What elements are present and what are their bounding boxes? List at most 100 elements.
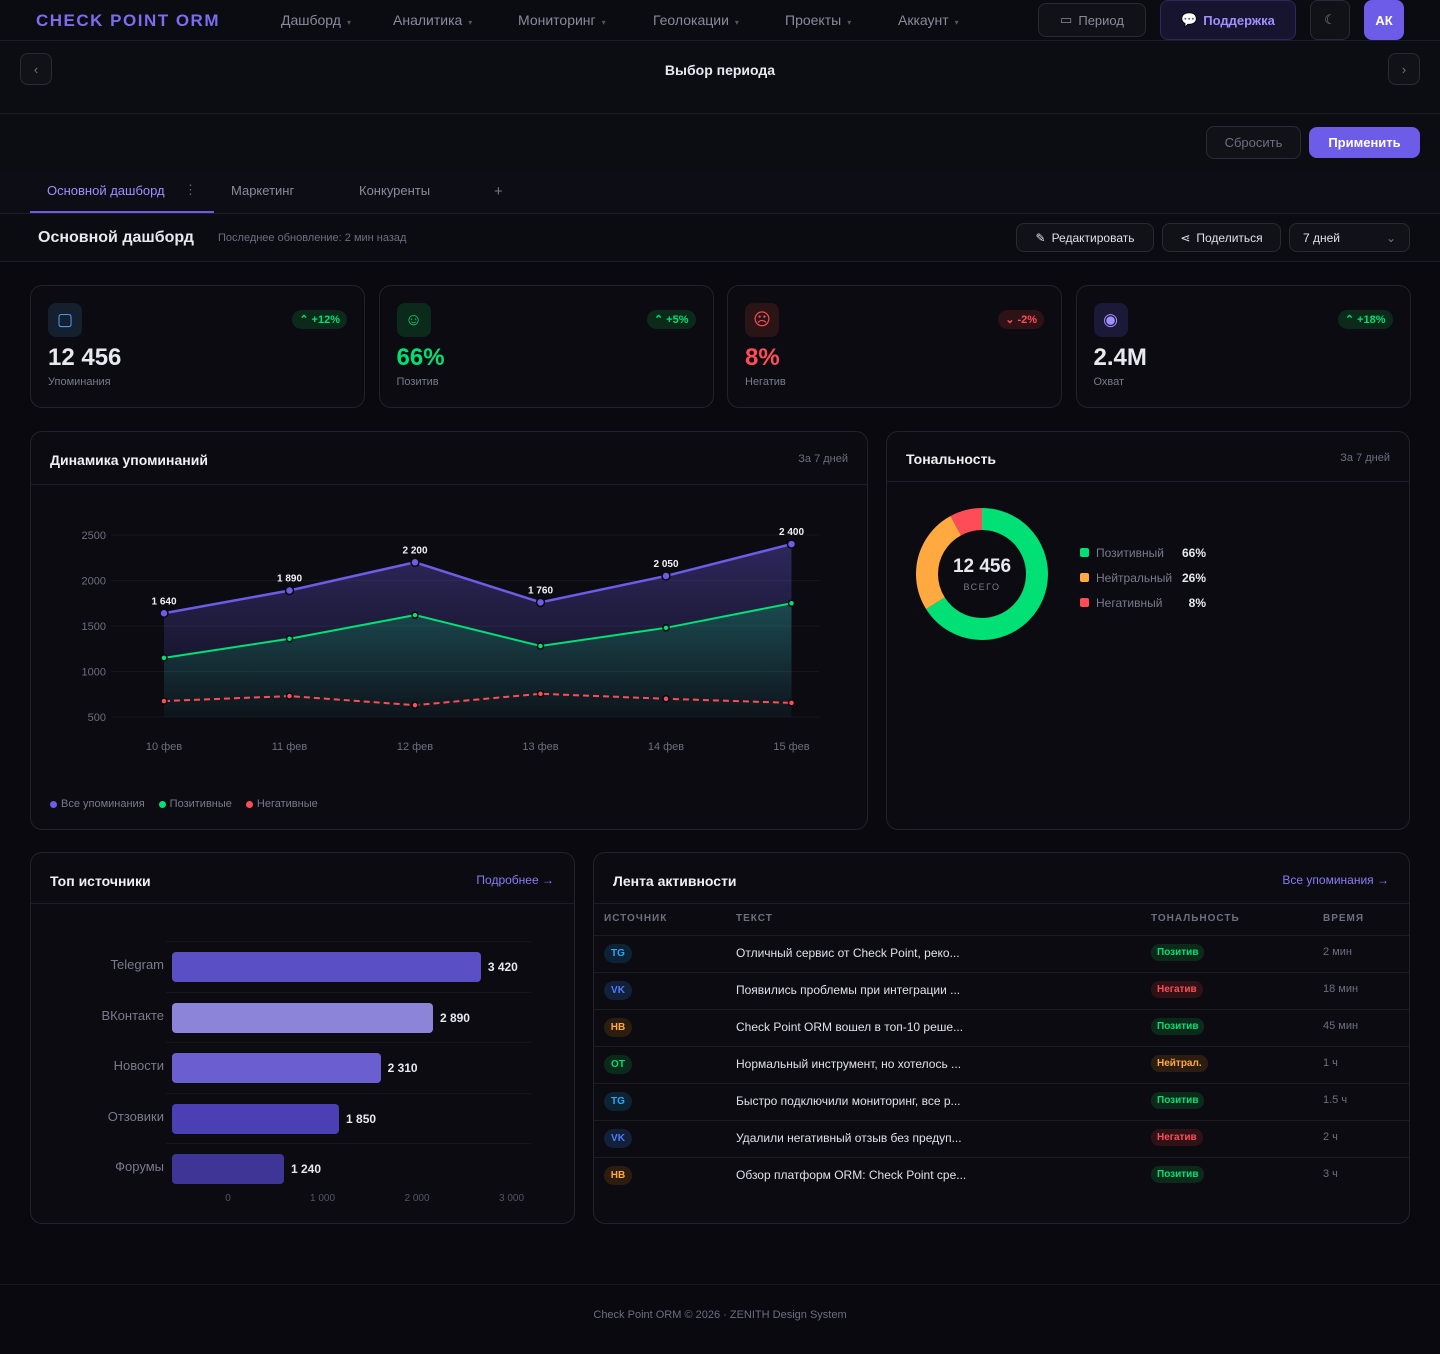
nav-item-1[interactable]: Аналитика ▾ [393,12,473,28]
legend-item[interactable]: Негативные [245,798,318,810]
x-tick-label: 1 000 [309,1193,336,1204]
table-row[interactable]: НВ Обзор платформ ORM: Check Point сре...… [594,1157,1409,1194]
data-point[interactable] [536,690,545,698]
bar[interactable] [172,952,481,982]
reset-button[interactable]: Сбросить [1206,126,1301,159]
caret-down-icon: ▾ [468,18,473,27]
feed-title: Лента активности [613,873,737,889]
data-point[interactable] [787,699,796,707]
nav-item-0[interactable]: Дашборд ▾ [281,12,351,28]
y-tick-label: 2500 [82,530,106,542]
time-label: 18 мин [1323,983,1359,995]
tab-main-dashboard[interactable]: Основной дашборд [47,183,165,198]
donut-total-label: ВСЕГО [963,582,1001,592]
nav-item-4[interactable]: Проекты ▾ [785,12,852,28]
mention-text: Check Point ORM вошел в топ-10 реше... [736,1020,964,1034]
x-tick-label: 2 000 [404,1193,430,1204]
nav-item-5[interactable]: Аккаунт ▾ [898,12,959,28]
period-actions [0,114,1440,171]
mention-text: Отличный сервис от Check Point, реко... [736,946,960,960]
data-label: 2 050 [653,559,678,570]
data-point[interactable] [160,697,168,705]
tonality-title: Тональность [906,451,997,467]
data-point[interactable] [159,608,169,619]
bar-value-label: 1 850 [346,1111,377,1126]
all-mentions-link[interactable]: Все упоминания → [1282,873,1389,887]
legend-item[interactable]: Все упоминания [50,798,145,810]
table-row[interactable]: VK Удалили негативный отзыв без предуп...… [594,1120,1409,1157]
kpi-label: Позитив [396,376,439,388]
source-badge: TG [604,1092,632,1111]
bar[interactable] [172,1053,381,1083]
kpi-value: 66% [396,344,445,371]
apply-button[interactable]: Применить [1309,127,1420,158]
delta-badge: ⌃ +12% [292,310,347,329]
x-tick-label: 14 фев [648,741,684,753]
data-point[interactable] [661,571,671,581]
y-tick-label: 1500 [82,621,106,633]
data-point[interactable] [662,695,670,703]
data-point[interactable] [662,624,670,632]
table-row[interactable]: VK Появились проблемы при интеграции ... Н… [594,972,1409,1009]
bar[interactable] [172,1103,340,1134]
range-select[interactable]: 7 дней ⌄ [1289,223,1410,252]
add-tab-icon[interactable]: + [494,183,503,200]
donut-slice[interactable] [916,508,1048,640]
smile-icon: ☺ [396,303,431,337]
legend-item[interactable]: Позитивные [158,798,232,810]
tonality-legend-item: Нейтральный 26% [1080,565,1206,590]
brand-logo[interactable]: CHECK POINT ORM [36,11,220,30]
nav-item-2[interactable]: Мониторинг ▾ [518,12,606,28]
tab-competitors[interactable]: Конкуренты [359,183,431,198]
kpi-card: ▢ ⌃ +12% 12 456 Упоминания [30,285,365,408]
kpi-card: ☹ ⌄ -2% 8% Негатив [727,285,1062,408]
tone-badge: Позитив [1151,1166,1205,1183]
data-point[interactable] [285,692,294,700]
sources-more-link[interactable]: Подробнее → [476,873,554,887]
table-row[interactable]: TG Отличный сервис от Check Point, реко..… [594,935,1409,972]
edit-button[interactable]: ✎ Редактировать [1016,223,1154,252]
donut-slice[interactable] [916,508,1048,640]
legend-swatch [1080,548,1089,557]
table-row[interactable]: ОТ Нормальный инструмент, но хотелось ...… [594,1046,1409,1083]
bar-category-label: Telegram [110,957,164,972]
table-row[interactable]: TG Быстро подключили мониторинг, все р...… [594,1083,1409,1120]
period-title: Выбор периода [664,62,776,78]
chevron-left-icon: ‹ [33,61,39,77]
delta-badge: ⌄ -2% [998,310,1044,329]
bar[interactable] [172,1002,433,1033]
bar-category-label: Новости [113,1058,164,1073]
legend-dot [245,800,253,808]
kpi-label: Упоминания [48,376,111,388]
nav-item-3[interactable]: Геолокации ▾ [653,12,739,28]
next-period-button[interactable]: › [1388,53,1420,85]
support-button[interactable]: 💬 Поддержка [1160,0,1296,40]
data-point[interactable] [160,654,168,662]
data-point[interactable] [285,634,294,643]
activity-feed-panel: Лента активности Все упоминания → ИСТОЧН… [593,852,1410,1224]
data-point[interactable] [284,585,295,596]
share-button[interactable]: ⋖ Поделиться [1162,223,1281,252]
prev-period-button[interactable]: ‹ [20,53,52,85]
theme-toggle-button[interactable]: ☾ [1310,0,1350,40]
data-point[interactable] [411,701,419,709]
caret-down-icon: ▾ [734,18,739,27]
data-point[interactable] [411,611,419,619]
tab-menu-icon[interactable]: ⋮ [184,182,197,197]
kpi-label: Негатив [745,376,786,388]
data-point[interactable] [786,539,797,549]
kpi-card: ☺ ⌃ +5% 66% Позитив [378,285,714,408]
data-point[interactable] [535,597,546,608]
mention-text: Появились проблемы при интеграции ... [736,983,961,997]
data-point[interactable] [787,599,796,607]
table-row[interactable]: НВ Check Point ORM вошел в топ-10 реше...… [594,1009,1409,1046]
data-point[interactable] [536,642,545,650]
period-button[interactable]: ▭ Период [1038,3,1146,37]
caret-down-icon: ▾ [954,18,959,27]
data-point[interactable] [410,557,420,568]
avatar[interactable]: АК [1364,0,1404,40]
tab-marketing[interactable]: Маркетинг [231,183,295,198]
tone-badge: Позитив [1151,1018,1205,1035]
bar[interactable] [172,1154,284,1184]
bar-category-label: Форумы [115,1159,164,1174]
